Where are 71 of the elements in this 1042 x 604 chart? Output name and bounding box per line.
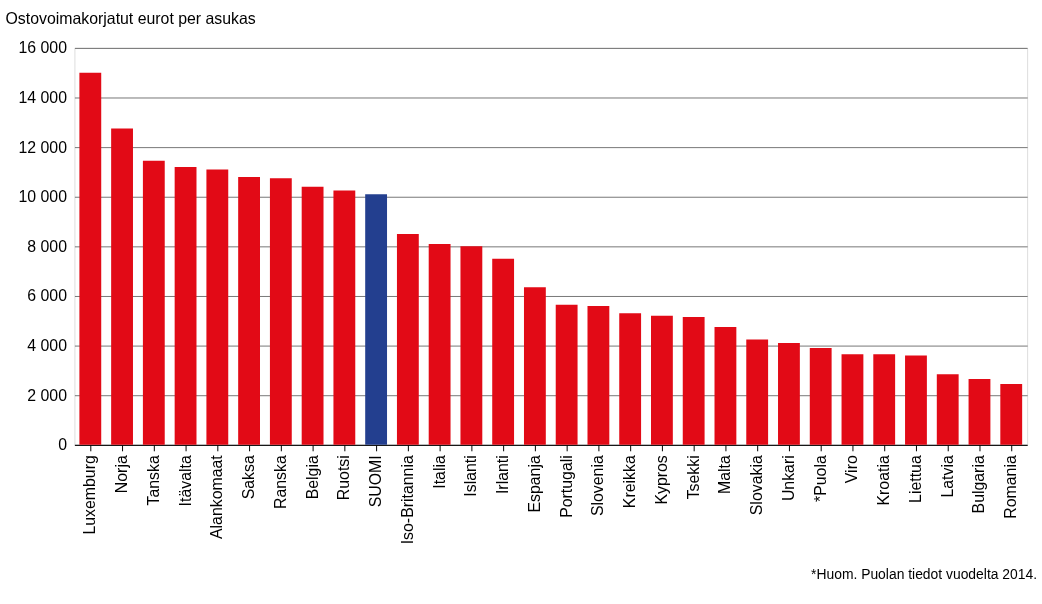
bar [206, 169, 229, 445]
x-tick-label: Portugali [557, 455, 575, 518]
x-tick-label: Alankomaat [208, 454, 226, 539]
bar [778, 343, 800, 445]
bar [396, 233, 419, 445]
x-tick-label: Luxemburg [81, 455, 99, 535]
y-tick-label: 16 000 [18, 39, 68, 57]
y-tick-label: 6 000 [27, 287, 68, 305]
bar [841, 354, 864, 445]
x-tick-label: Belgia [303, 455, 321, 500]
bar [936, 374, 959, 445]
x-tick-label: Ranska [271, 455, 289, 510]
x-tick-label: *Puola [811, 455, 829, 502]
bar [492, 258, 515, 445]
x-tick-label: Viro [843, 455, 861, 484]
bar [905, 355, 927, 445]
bar [555, 304, 578, 445]
bar [682, 317, 705, 445]
bar [269, 178, 292, 445]
x-tick-label: Slovenia [589, 455, 607, 517]
bar [238, 176, 260, 445]
bar [142, 160, 165, 445]
bar [174, 166, 197, 445]
x-tick-label: Ruotsi [335, 455, 353, 501]
x-tick-label: Irlanti [494, 455, 512, 495]
x-tick-label: Latvia [938, 455, 956, 498]
y-tick-label: 4 000 [27, 337, 68, 355]
x-tick-label: SUOMI [367, 455, 385, 508]
x-tick-label: Kroatia [875, 455, 893, 506]
y-tick-label: 0 [58, 436, 68, 454]
x-tick-label: Norja [113, 455, 131, 494]
x-tick-label: Liettua [906, 455, 924, 503]
bar [873, 354, 896, 445]
bar [111, 128, 133, 445]
bar [809, 348, 832, 445]
bar [365, 194, 388, 445]
bar [746, 339, 769, 445]
y-tick-label: 2 000 [27, 386, 68, 404]
y-tick-label: 12 000 [18, 138, 68, 156]
x-tick-label: Bulgaria [970, 455, 988, 514]
bar [460, 246, 483, 445]
x-tick-label: Kypros [652, 455, 670, 505]
bar [428, 243, 451, 445]
x-tick-label: Itävalta [176, 455, 194, 507]
text: *Huom. Puolan tiedot vuodelta 2014. [811, 565, 1038, 582]
y-axis-title: Ostovoimakorjatut eurot per asukas [5, 9, 256, 27]
x-tick-label: Romania [1002, 455, 1020, 519]
bar [968, 379, 991, 445]
bar [587, 305, 610, 445]
x-tick-label: Iso-Britannia [398, 455, 416, 545]
x-tick-label: Kreikka [621, 455, 639, 509]
bar [619, 313, 642, 445]
bar [333, 190, 356, 445]
y-tick-label: 14 000 [18, 88, 68, 106]
bar [714, 326, 737, 445]
y-tick-label: 10 000 [18, 188, 68, 206]
x-tick-label: Unkari [779, 455, 797, 502]
x-tick-label: Espanja [525, 455, 543, 513]
x-tick-label: Slovakia [748, 455, 766, 516]
bar [523, 287, 546, 445]
x-tick-label: Tanska [144, 455, 162, 506]
x-tick-label: Tsekki [684, 455, 702, 500]
y-tick-label: 8 000 [27, 237, 68, 255]
bar [301, 186, 324, 445]
x-tick-label: Islanti [462, 455, 480, 497]
bar [1000, 384, 1023, 445]
bar [79, 72, 102, 445]
x-tick-label: Saksa [240, 455, 258, 500]
bar [651, 315, 673, 445]
x-tick-label: Malta [716, 455, 734, 495]
x-tick-label: Italia [430, 455, 448, 489]
